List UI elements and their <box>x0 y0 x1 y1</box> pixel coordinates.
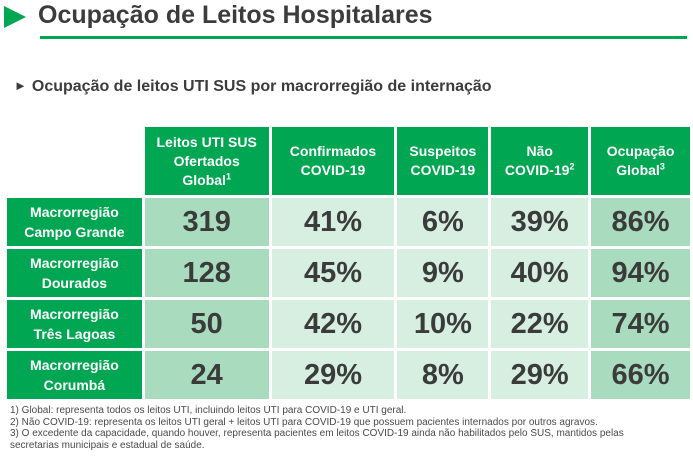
row-header-tres-lagoas: Macrorregião Três Lagoas <box>7 300 142 348</box>
table-row: Macrorregião Dourados 128 45% 9% 40% 94% <box>7 249 690 297</box>
page-title: Ocupação de Leitos Hospitalares <box>38 1 433 29</box>
footnotes: 1) Global: representa todos os leitos UT… <box>10 405 690 451</box>
cell-nao-covid: 22% <box>491 300 589 348</box>
subtitle-text: Ocupação de leitos UTI SUS por macrorreg… <box>31 78 492 95</box>
column-header-nao-covid: Não COVID-192 <box>491 127 589 195</box>
table-row: Macrorregião Campo Grande 319 41% 6% 39%… <box>7 198 690 246</box>
row-header-campo-grande: Macrorregião Campo Grande <box>7 198 142 246</box>
cell-leitos: 319 <box>144 198 269 246</box>
column-header-confirmados: Confirmados COVID-19 <box>271 127 395 195</box>
footnote-1: 1) Global: representa todos os leitos UT… <box>10 405 407 416</box>
page-header: Ocupação de Leitos Hospitalares <box>4 0 688 40</box>
cell-confirmados: 45% <box>271 249 395 297</box>
cell-ocupacao: 94% <box>591 249 690 297</box>
cell-suspeitos: 6% <box>397 198 489 246</box>
cell-leitos: 24 <box>144 351 269 399</box>
column-header-ocupacao: Ocupação Global3 <box>591 127 690 195</box>
play-arrow-icon: ► <box>14 78 27 93</box>
table-corner <box>7 127 142 195</box>
cell-suspeitos: 9% <box>397 249 489 297</box>
occupancy-table: Leitos UTI SUS Ofertados Global1 Confirm… <box>4 124 693 402</box>
cell-confirmados: 41% <box>271 198 395 246</box>
cell-ocupacao: 74% <box>591 300 690 348</box>
table-row: Macrorregião Três Lagoas 50 42% 10% 22% … <box>7 300 690 348</box>
section-subtitle: ► Ocupação de leitos UTI SUS por macrorre… <box>14 78 492 96</box>
cell-leitos: 128 <box>144 249 269 297</box>
row-header-dourados: Macrorregião Dourados <box>7 249 142 297</box>
footnote-3: 3) O excedente da capacidade, quando hou… <box>10 428 624 439</box>
cell-nao-covid: 29% <box>491 351 589 399</box>
title-triangle-icon <box>4 6 26 28</box>
table-row: Macrorregião Corumbá 24 29% 8% 29% 66% <box>7 351 690 399</box>
row-header-corumba: Macrorregião Corumbá <box>7 351 142 399</box>
cell-leitos: 50 <box>144 300 269 348</box>
column-header-leitos: Leitos UTI SUS Ofertados Global1 <box>144 127 269 195</box>
cell-confirmados: 42% <box>271 300 395 348</box>
cell-nao-covid: 39% <box>491 198 589 246</box>
cell-confirmados: 29% <box>271 351 395 399</box>
table-header-row: Leitos UTI SUS Ofertados Global1 Confirm… <box>7 127 690 195</box>
footnote-2: 2) Não COVID-19: representa os leitos UT… <box>10 416 598 428</box>
title-underline <box>40 36 687 39</box>
cell-suspeitos: 8% <box>397 351 489 399</box>
column-header-suspeitos: Suspeitos COVID-19 <box>397 127 489 195</box>
footnote-3-continued: secretarias municipais e estadual de saú… <box>10 439 205 451</box>
cell-nao-covid: 40% <box>491 249 589 297</box>
cell-suspeitos: 10% <box>397 300 489 348</box>
cell-ocupacao: 86% <box>591 198 690 246</box>
cell-ocupacao: 66% <box>591 351 690 399</box>
